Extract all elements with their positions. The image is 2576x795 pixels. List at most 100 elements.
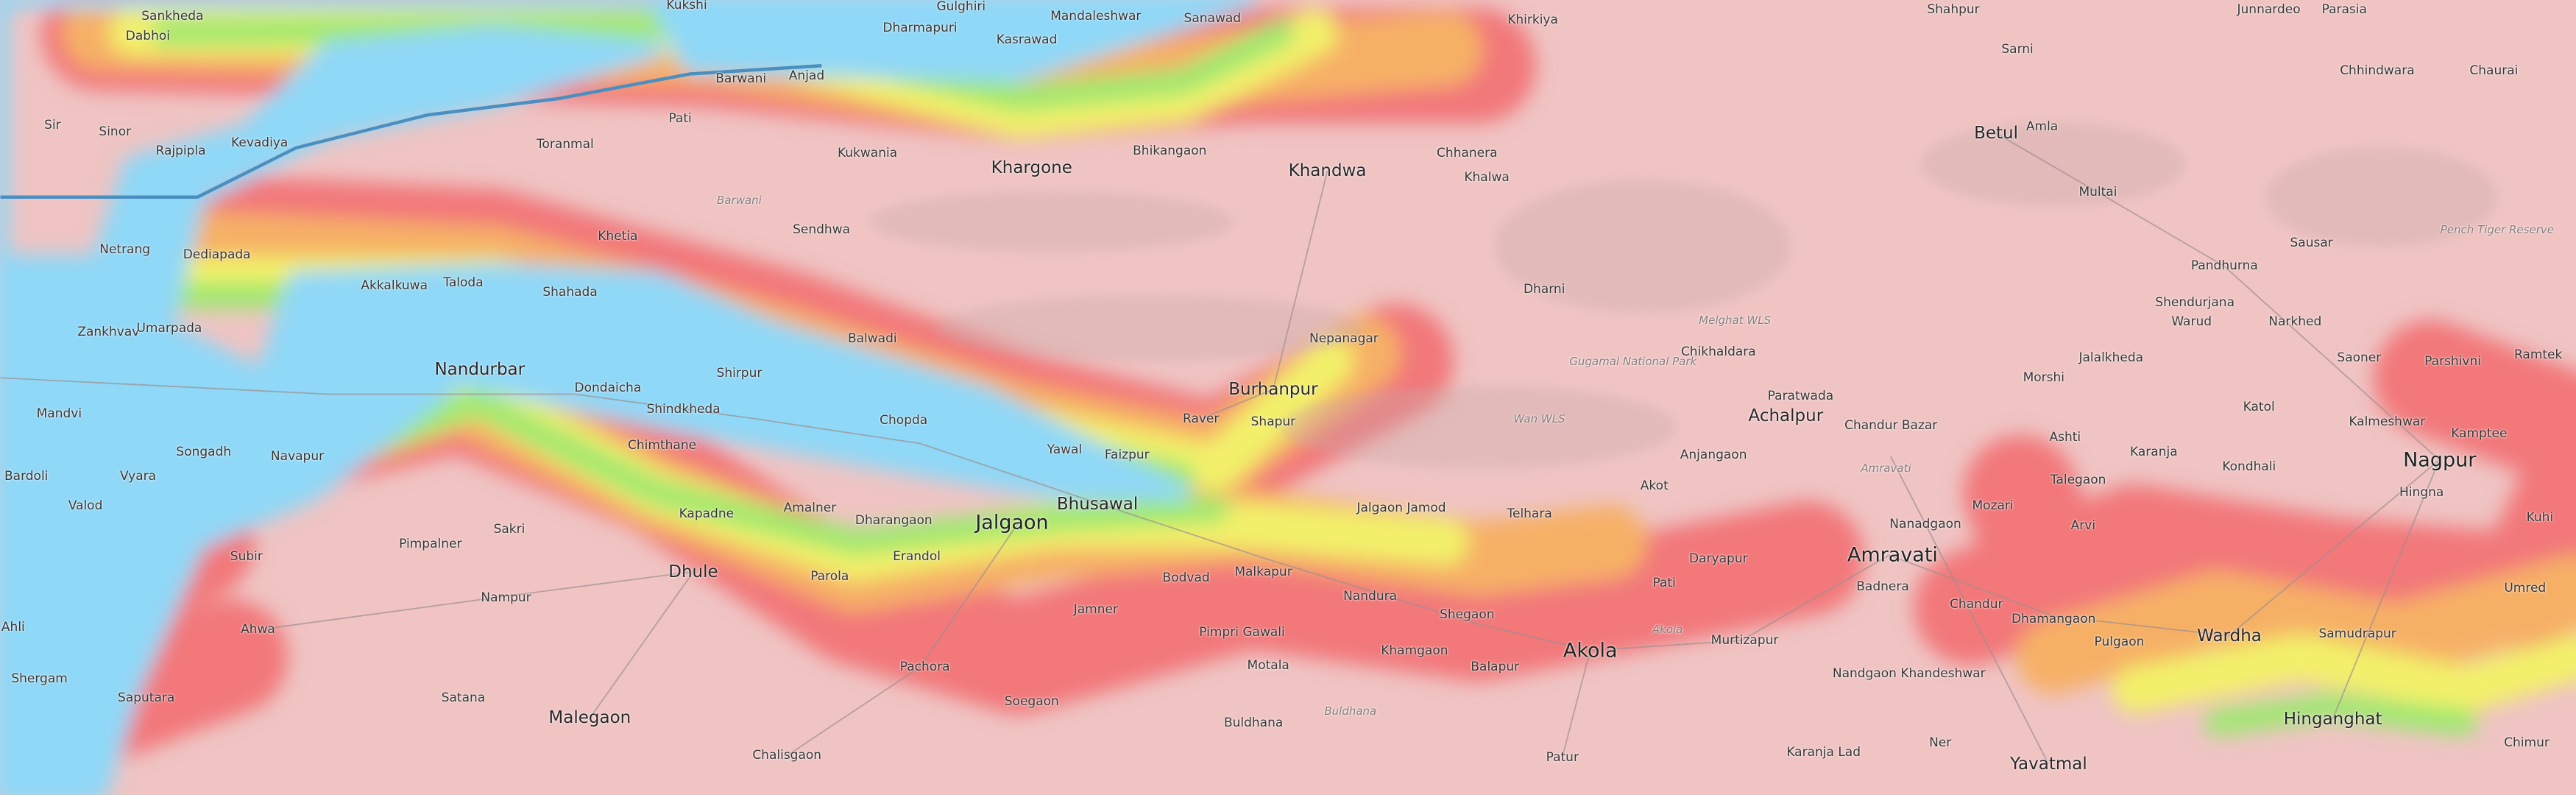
place-label[interactable]: Buldhana: [1324, 704, 1377, 718]
place-label[interactable]: Kukwania: [837, 145, 898, 160]
place-label[interactable]: Warud: [2171, 314, 2212, 330]
place-label[interactable]: Nandurbar: [434, 360, 526, 380]
place-label[interactable]: Bhusawal: [1056, 495, 1139, 515]
place-label[interactable]: Dondaicha: [574, 380, 642, 395]
place-label[interactable]: Taloda: [443, 275, 484, 290]
place-label[interactable]: Sir: [44, 117, 61, 132]
place-label[interactable]: Dharmapuri: [882, 20, 958, 35]
place-label[interactable]: Mandvi: [36, 406, 82, 422]
place-label[interactable]: Vyara: [119, 469, 157, 484]
place-label[interactable]: Chopda: [880, 413, 928, 428]
place-label[interactable]: Umarpada: [136, 321, 202, 336]
place-label[interactable]: Morshi: [2023, 370, 2064, 386]
place-label[interactable]: Shindkheda: [646, 401, 721, 417]
place-label[interactable]: Kuhi: [2526, 509, 2554, 525]
place-label[interactable]: Malkapur: [1234, 564, 1292, 579]
place-label[interactable]: Multai: [2078, 185, 2117, 200]
place-label[interactable]: Pati: [668, 110, 692, 126]
place-label[interactable]: Jalgaon Jamod: [1356, 500, 1446, 515]
place-label[interactable]: Shahpur: [1927, 2, 1980, 18]
place-label[interactable]: Kevadiya: [231, 135, 289, 151]
place-label[interactable]: Dhule: [668, 562, 718, 582]
place-label[interactable]: Chandur: [1950, 597, 2003, 612]
place-label[interactable]: Parasia: [2321, 2, 2367, 18]
place-label[interactable]: Gulghiri: [936, 0, 986, 14]
place-label[interactable]: Kapadne: [679, 506, 735, 522]
place-label[interactable]: Betul: [1974, 123, 2019, 143]
place-label[interactable]: Wardha: [2197, 626, 2262, 646]
place-label[interactable]: Balapur: [1471, 659, 1520, 674]
place-label[interactable]: Pimpalner: [399, 536, 462, 551]
place-label[interactable]: Nandura: [1343, 589, 1398, 604]
place-label[interactable]: Bhikangaon: [1133, 144, 1207, 159]
place-label[interactable]: Ahwa: [241, 621, 275, 637]
place-label[interactable]: Shegaon: [1440, 607, 1495, 622]
place-label[interactable]: Achalpur: [1748, 406, 1824, 425]
place-label[interactable]: Amla: [2025, 119, 2059, 134]
place-label[interactable]: Ramtek: [2513, 347, 2563, 362]
place-label[interactable]: Barwani: [715, 71, 767, 87]
place-label[interactable]: Malegaon: [548, 708, 631, 728]
place-label[interactable]: Khamgaon: [1381, 643, 1448, 658]
place-label[interactable]: Parola: [810, 569, 849, 584]
place-label[interactable]: Satana: [441, 690, 486, 706]
place-label[interactable]: Mozari: [1972, 498, 2014, 514]
place-label[interactable]: Shahada: [542, 285, 598, 300]
place-label[interactable]: Chhindwara: [2340, 63, 2415, 78]
place-label[interactable]: Khirkiya: [1507, 12, 1558, 27]
place-label[interactable]: Hingna: [2399, 485, 2444, 501]
place-label[interactable]: Pulgaon: [2094, 635, 2145, 650]
place-label[interactable]: Navapur: [270, 449, 325, 464]
place-label[interactable]: Zankhvav: [77, 324, 140, 339]
place-label[interactable]: Chhanera: [1437, 145, 1498, 160]
place-label[interactable]: Talegaon: [2050, 472, 2106, 487]
place-label[interactable]: Rajpipla: [155, 144, 206, 159]
place-label[interactable]: Pati: [1652, 576, 1676, 591]
place-label[interactable]: Karanja: [2130, 444, 2178, 459]
place-label[interactable]: Saputara: [118, 690, 175, 706]
place-label[interactable]: Toranmal: [536, 137, 594, 152]
place-label[interactable]: Valod: [68, 498, 103, 514]
place-label[interactable]: Akola: [1563, 639, 1618, 662]
place-label[interactable]: Pimpri Gawali: [1199, 625, 1285, 640]
place-label[interactable]: Nepanagar: [1309, 331, 1379, 346]
place-label[interactable]: Murtizapur: [1710, 633, 1779, 649]
place-label[interactable]: Dediapada: [183, 247, 251, 262]
place-label[interactable]: Chandur Bazar: [1844, 417, 1938, 433]
place-label[interactable]: Pench Tiger Reserve: [2440, 223, 2554, 237]
place-label[interactable]: Kukshi: [666, 0, 707, 13]
place-label[interactable]: Songadh: [176, 444, 232, 459]
place-label[interactable]: Shendurjana: [2155, 294, 2234, 310]
place-label[interactable]: Shirpur: [716, 365, 762, 381]
place-label[interactable]: Gugamal National Park: [1569, 354, 1697, 368]
place-label[interactable]: Amravati: [1861, 461, 1911, 475]
place-label[interactable]: Khandwa: [1288, 161, 1367, 181]
place-label[interactable]: Sarni: [2001, 41, 2034, 57]
place-label[interactable]: Akkalkuwa: [361, 278, 428, 294]
place-label[interactable]: Akola: [1652, 622, 1683, 636]
place-label[interactable]: Anjangaon: [1680, 448, 1747, 463]
place-label[interactable]: Narkhed: [2268, 314, 2322, 330]
place-label[interactable]: Soegaon: [1004, 693, 1059, 709]
place-label[interactable]: Chalisgaon: [752, 748, 822, 763]
place-label[interactable]: Sendhwa: [793, 222, 851, 238]
place-label[interactable]: Nandgaon Khandeshwar: [1832, 665, 1986, 681]
place-label[interactable]: Shapur: [1250, 414, 1296, 430]
place-label[interactable]: Kasrawad: [996, 32, 1058, 47]
place-label[interactable]: Chikhaldara: [1680, 344, 1756, 359]
place-label[interactable]: Telhara: [1507, 506, 1552, 522]
place-label[interactable]: Hinganghat: [2283, 710, 2382, 729]
place-label[interactable]: Dhamangaon: [2011, 612, 2096, 627]
place-label[interactable]: Junnardeo: [2237, 2, 2301, 18]
place-label[interactable]: Sanawad: [1183, 10, 1242, 26]
place-label[interactable]: Wan WLS: [1513, 412, 1565, 425]
place-label[interactable]: Katol: [2243, 400, 2275, 415]
place-label[interactable]: Shergam: [11, 671, 68, 686]
place-label[interactable]: Jalgaon: [975, 511, 1049, 534]
place-label[interactable]: Netrang: [99, 242, 151, 258]
place-label[interactable]: Sinor: [99, 124, 132, 139]
place-label[interactable]: Ner: [1929, 735, 1952, 750]
place-label[interactable]: Sausar: [2290, 236, 2333, 251]
place-label[interactable]: Patur: [1546, 749, 1579, 765]
